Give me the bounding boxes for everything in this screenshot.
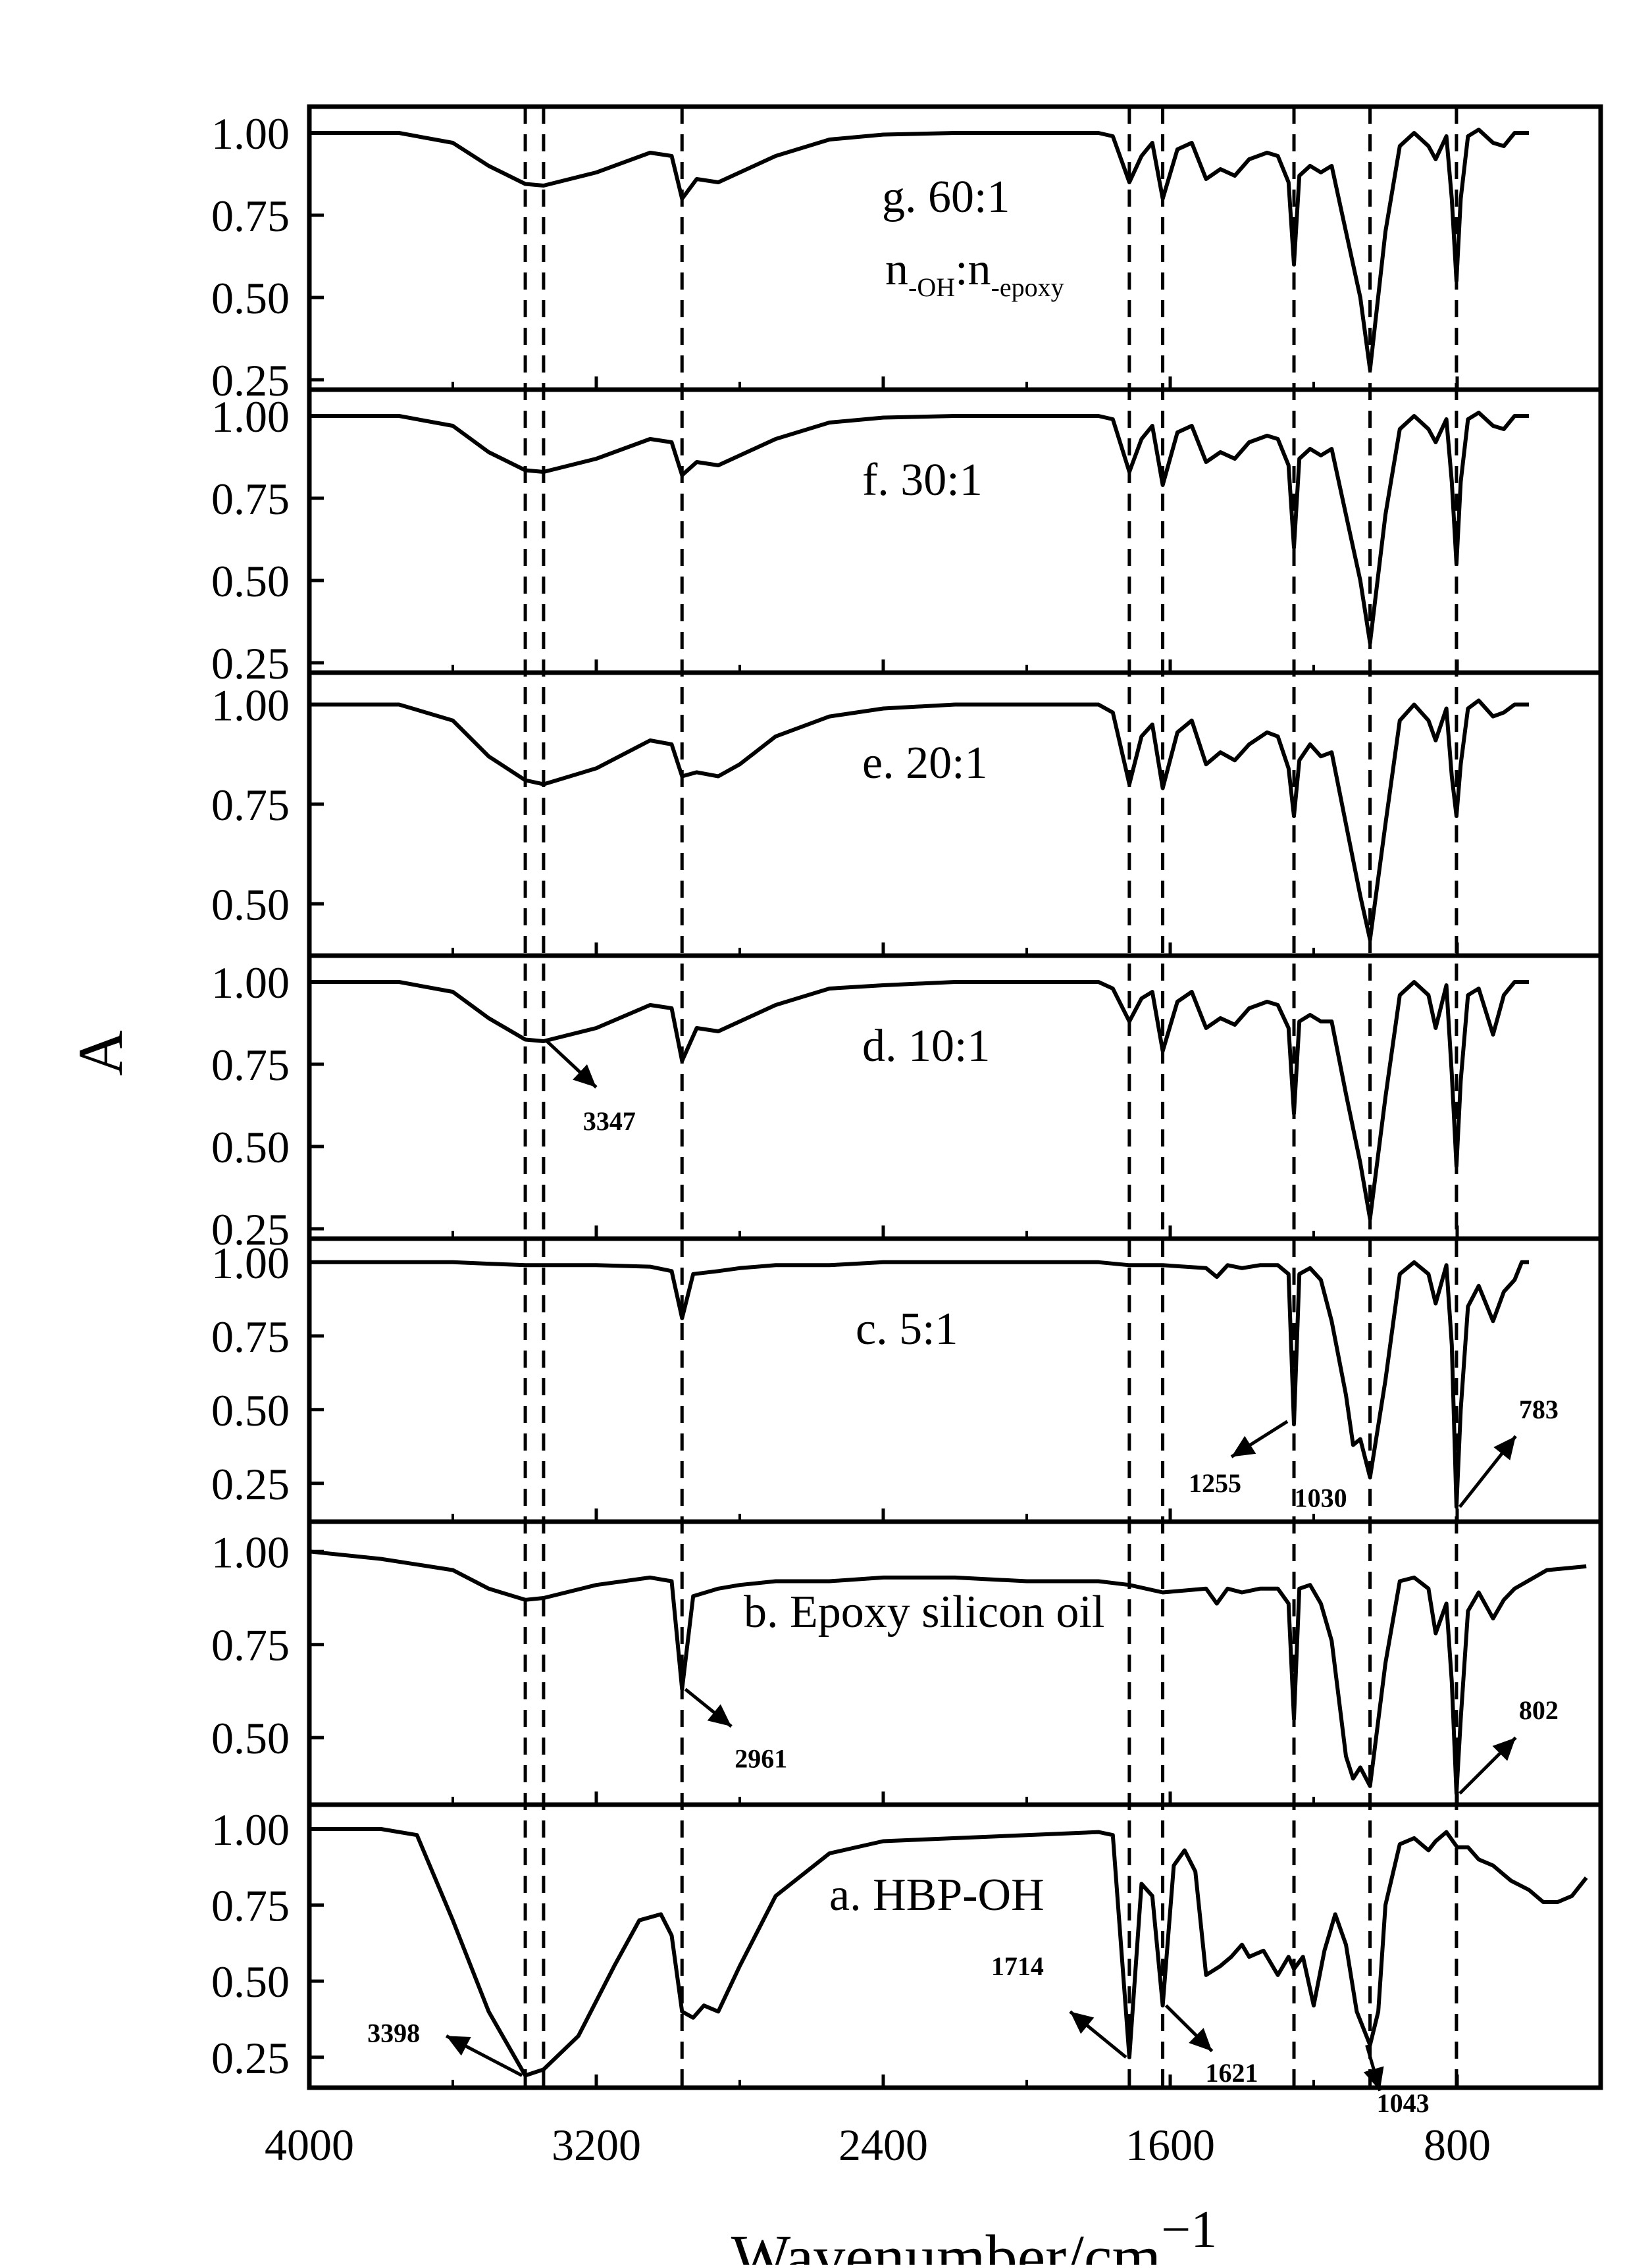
panel-frame-c (307, 1236, 1603, 1524)
annot-arrow-1043-head (1363, 2066, 1384, 2091)
panel-label-a: a. HBP-OH (829, 1870, 1045, 1920)
annot-arrow-1621-head (1189, 2028, 1212, 2051)
panel-frame-d (307, 953, 1603, 1241)
panel-frame-a (307, 1802, 1603, 2090)
ytick-label-g: 0.50 (211, 273, 290, 323)
annot-arrow-1255-head (1231, 1435, 1256, 1457)
panel-label-f: f. 30:1 (862, 455, 983, 505)
xtick-label: 2400 (839, 2120, 928, 2170)
ytick-label-e: 0.50 (211, 879, 290, 929)
xtick-label: 3200 (552, 2120, 641, 2170)
ytick-label-c: 1.00 (211, 1238, 290, 1288)
panel-frame-f (307, 387, 1603, 675)
ytick-label-b: 0.75 (211, 1620, 290, 1670)
ytick-label-g: 0.25 (211, 355, 290, 405)
ytick-label-g: 0.75 (211, 191, 290, 241)
annot-arrow-3398-head (446, 2036, 471, 2056)
ytick-label-e: 0.75 (211, 780, 290, 830)
panel-label-e: e. 20:1 (862, 738, 988, 788)
ytick-label-d: 0.25 (211, 1204, 290, 1254)
annot-arrow-802-head (1492, 1738, 1516, 1761)
panel-sublabel-part: n (885, 244, 908, 295)
spectrum-line-e (309, 698, 1529, 942)
annot-arrow-3347-head (573, 1064, 596, 1087)
xtick-label: 4000 (265, 2120, 354, 2170)
ytick-label-f: 0.75 (211, 474, 290, 524)
ytick-label-e: 1.00 (211, 680, 290, 730)
ytick-label-f: 0.50 (211, 556, 290, 606)
ytick-label-c: 0.25 (211, 1459, 290, 1509)
ytick-label-c: 0.75 (211, 1312, 290, 1362)
ytick-label-d: 1.00 (211, 958, 290, 1008)
ytick-label-b: 1.00 (211, 1527, 290, 1577)
panel-sublabel-g: n-OH:n-epoxy (885, 244, 1064, 302)
x-axis-title: Wavenumber/cm−1 (731, 2201, 1217, 2265)
spectrum-line-c (309, 1260, 1529, 1509)
y-axis-title: A (65, 1030, 136, 1075)
panel-label-c: c. 5:1 (856, 1304, 958, 1354)
annotation-1030: 1030 (1295, 1483, 1347, 1513)
panel-label-d: d. 10:1 (862, 1021, 990, 1071)
ytick-label-a: 0.75 (211, 1881, 290, 1931)
spectrum-line-g (309, 128, 1529, 372)
annot-arrow-2961-head (707, 1704, 732, 1727)
annotation-3347: 3347 (583, 1106, 636, 1136)
xtick-label: 1600 (1125, 2120, 1215, 2170)
panel-label-g: g. 60:1 (882, 172, 1010, 222)
spectrum-line-f (309, 411, 1529, 645)
spectrum-line-a (309, 1827, 1588, 2078)
x-axis-title-main: Wavenumber/cm (731, 2222, 1161, 2265)
xtick-label: 800 (1424, 2120, 1491, 2170)
spectrum-line-d (309, 980, 1529, 1221)
ytick-label-a: 1.00 (211, 1805, 290, 1855)
ytick-label-b: 0.50 (211, 1713, 290, 1763)
ytick-label-g: 1.00 (211, 109, 290, 159)
annotation-1255: 1255 (1189, 1468, 1241, 1498)
annotation-1714: 1714 (991, 1951, 1044, 1981)
panel-frame-b (307, 1519, 1603, 1807)
panel-sublabel-part: -epoxy (991, 272, 1064, 302)
annotation-2961: 2961 (735, 1743, 787, 1773)
ytick-label-a: 0.25 (211, 2033, 290, 2083)
annotation-3398: 3398 (367, 2019, 420, 2048)
spectrum-line-b (309, 1549, 1587, 1795)
x-axis-title-superscript: −1 (1161, 2201, 1217, 2259)
annot-arrow-1714-head (1070, 2011, 1095, 2034)
panel-sublabel-part: :n (955, 244, 991, 295)
panel-label-b: b. Epoxy silicon oil (744, 1587, 1104, 1637)
panel-sublabel-part: -OH (908, 272, 955, 302)
ytick-label-d: 0.50 (211, 1122, 290, 1172)
annot-arrow-783-head (1493, 1436, 1516, 1460)
annotation-1621: 1621 (1206, 2058, 1258, 2088)
ytick-label-a: 0.50 (211, 1957, 290, 2007)
ytick-label-f: 0.25 (211, 638, 290, 688)
annotation-1043: 1043 (1377, 2088, 1430, 2118)
annotation-783: 783 (1519, 1395, 1559, 1424)
ytick-label-f: 1.00 (211, 392, 290, 442)
ytick-label-d: 0.75 (211, 1040, 290, 1090)
annotation-802: 802 (1519, 1695, 1559, 1725)
ytick-label-c: 0.50 (211, 1385, 290, 1435)
